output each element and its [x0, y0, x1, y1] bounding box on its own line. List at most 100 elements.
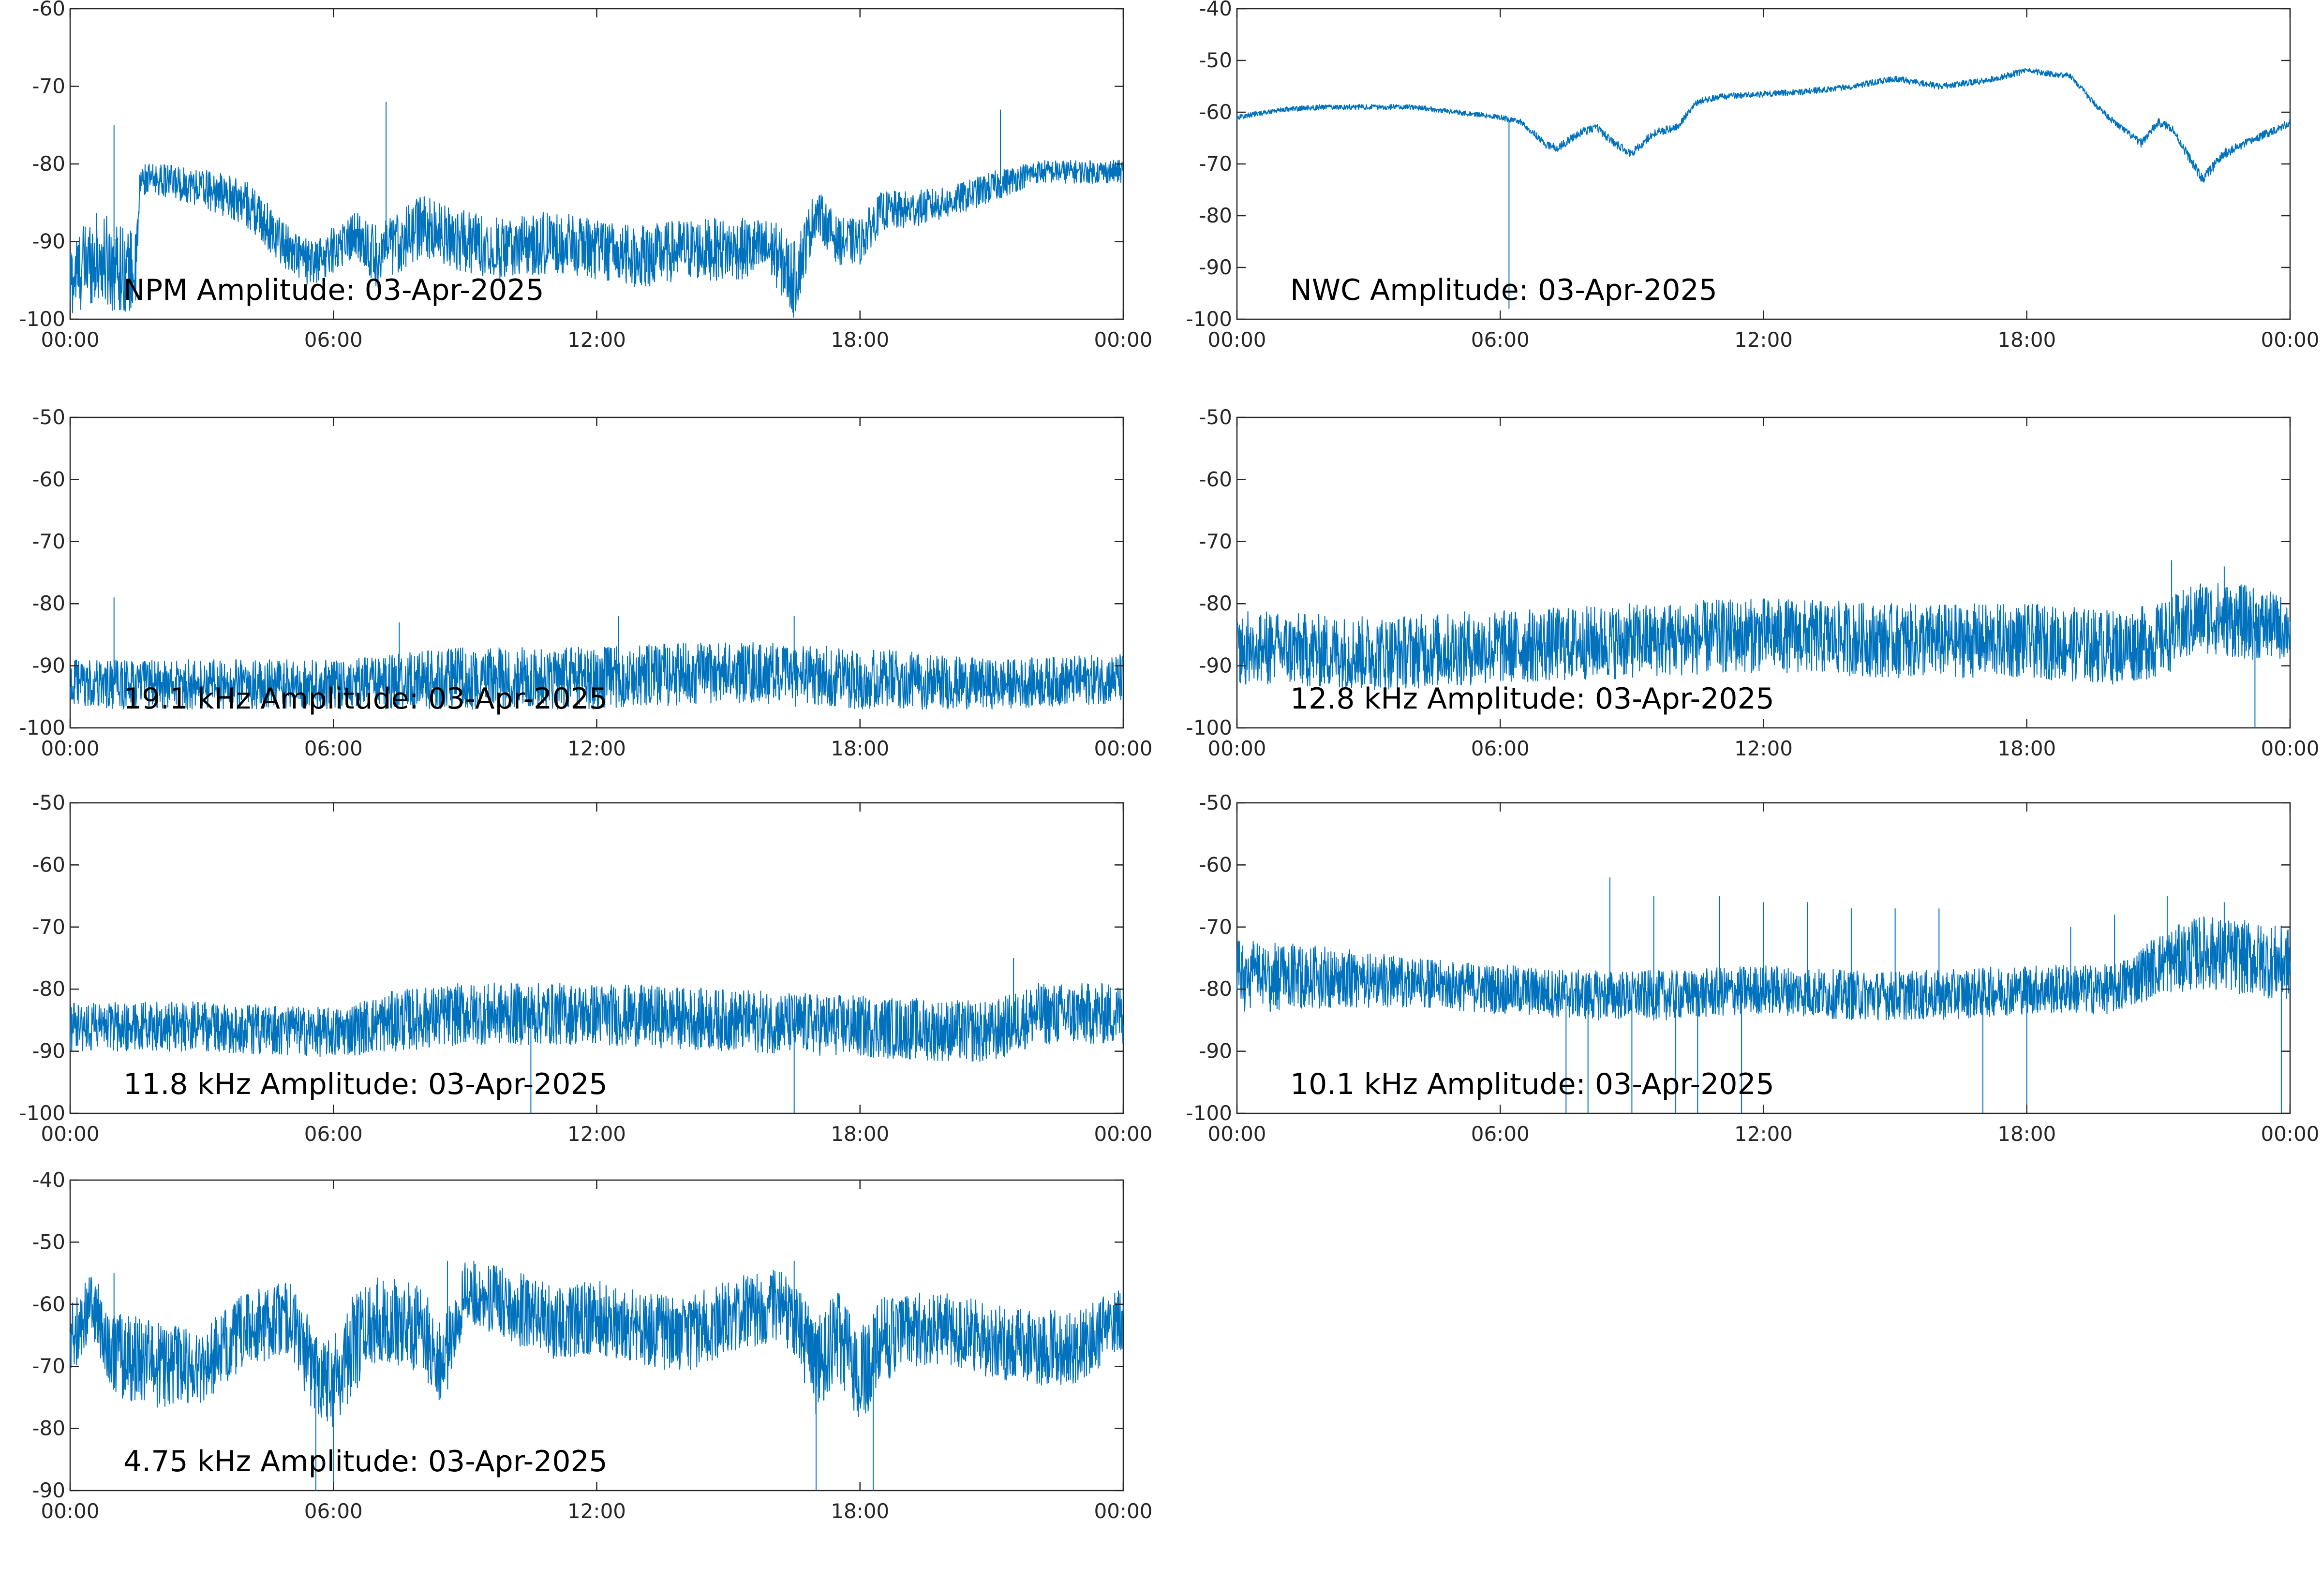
y-tick-label: -80: [1199, 977, 1232, 1001]
x-tick-label: 18:00: [831, 1499, 889, 1523]
series-line-11-8-khz: [70, 958, 1124, 1113]
x-tick-label: 00:00: [41, 328, 99, 352]
y-tick-label: -80: [32, 591, 65, 615]
chart-title-4-75-khz: 4.75 kHz Amplitude: 03-Apr-2025: [123, 1445, 608, 1478]
series-line-4-75-khz: [70, 1260, 1124, 1491]
y-tick-label: -70: [32, 74, 65, 98]
x-tick-label: 12:00: [1734, 1122, 1793, 1146]
chart-title-nwc: NWC Amplitude: 03-Apr-2025: [1290, 273, 1717, 307]
x-tick-label: 00:00: [2261, 328, 2319, 352]
axis-ticks: -100 -90 -80 -70 -60 -50 00:00 06:00 12:00 18:00 0…: [19, 405, 1153, 760]
panel-10-1-khz: -100 -90 -80 -70 -60 -50 00:00 06:00 12:00 18:00 0…: [1186, 791, 2320, 1146]
y-tick-label: -50: [32, 1230, 65, 1254]
y-tick-label: -70: [1199, 530, 1232, 553]
y-tick-label: -70: [32, 1354, 65, 1378]
chart-title-19-1-khz: 19.1 kHz Amplitude: 03-Apr-2025: [123, 682, 608, 716]
panel-12-8-khz: -100 -90 -80 -70 -60 -50 00:00 06:00 12:00 18:00 0…: [1186, 405, 2320, 760]
axis-ticks: -90 -80 -70 -60 -50 -40 00:00 06:00 12:00 18:00 00…: [32, 1168, 1152, 1523]
y-tick-label: -100: [19, 716, 65, 739]
plot-frame: [1236, 416, 2291, 729]
panel-npm: -100 -90 -80 -70 -60 00:00 06:00 12:00 18:00 00:0…: [19, 0, 1153, 352]
x-tick-label: 00:00: [1207, 328, 1266, 352]
y-tick-label: -90: [32, 1478, 65, 1502]
x-tick-label: 18:00: [831, 1122, 889, 1146]
y-tick-label: -90: [1199, 654, 1232, 678]
x-tick-label: 06:00: [304, 737, 363, 760]
x-tick-label: 06:00: [304, 1499, 363, 1523]
x-tick-label: 06:00: [304, 328, 363, 352]
y-tick-label: -80: [1199, 591, 1232, 615]
y-tick-label: -80: [32, 977, 65, 1001]
x-tick-label: 00:00: [1094, 328, 1152, 352]
y-tick-label: -80: [32, 1417, 65, 1440]
y-tick-label: -50: [32, 791, 65, 814]
x-tick-label: 06:00: [1471, 328, 1530, 352]
y-tick-label: -50: [1199, 791, 1232, 814]
y-tick-label: -40: [32, 1168, 65, 1192]
x-tick-label: 06:00: [1471, 737, 1530, 760]
chart-title-12-8-khz: 12.8 kHz Amplitude: 03-Apr-2025: [1290, 682, 1774, 716]
y-tick-label: -90: [32, 230, 65, 253]
x-tick-label: 12:00: [567, 328, 626, 352]
y-tick-label: -100: [1186, 1101, 1232, 1125]
x-tick-label: 00:00: [2261, 1122, 2319, 1146]
x-tick-label: 00:00: [1094, 1499, 1152, 1523]
x-tick-label: 00:00: [2261, 737, 2319, 760]
chart-title-npm: NPM Amplitude: 03-Apr-2025: [123, 273, 544, 307]
panel-4-75-khz: -90 -80 -70 -60 -50 -40 00:00 06:00 12:00 18:00 00…: [32, 1168, 1152, 1523]
plot-frame: [1236, 8, 2291, 320]
y-tick-label: -60: [1199, 467, 1232, 491]
x-tick-label: 00:00: [41, 737, 99, 760]
panel-nwc: -100 -90 -80 -70 -60 -50 -40 00:00 06:00 12:00 18:…: [1186, 0, 2320, 352]
x-tick-label: 18:00: [1997, 737, 2056, 760]
y-tick-label: -100: [19, 1101, 65, 1125]
series-line-19-1-khz: [70, 597, 1124, 710]
x-tick-label: 12:00: [567, 1122, 626, 1146]
x-tick-label: 00:00: [1207, 1122, 1266, 1146]
y-tick-label: -90: [1199, 255, 1232, 279]
y-tick-label: -70: [32, 530, 65, 553]
x-tick-label: 00:00: [1094, 1122, 1152, 1146]
y-tick-label: -90: [32, 1039, 65, 1063]
y-tick-label: -60: [32, 0, 65, 20]
y-tick-label: -70: [1199, 152, 1232, 176]
x-tick-label: 06:00: [1471, 1122, 1530, 1146]
series-line-12-8-khz: [1236, 560, 2291, 728]
y-tick-label: -70: [32, 915, 65, 939]
y-tick-label: -60: [1199, 853, 1232, 876]
axis-ticks: -100 -90 -80 -70 -60 00:00 06:00 12:00 18:00 00:0…: [19, 0, 1153, 352]
y-tick-label: -100: [1186, 307, 1232, 331]
y-tick-label: -100: [1186, 716, 1232, 739]
plot-frame: [69, 8, 1124, 320]
x-tick-label: 00:00: [1094, 737, 1152, 760]
x-tick-label: 18:00: [831, 737, 889, 760]
series-line-npm: [70, 102, 1124, 318]
chart-title-11-8-khz: 11.8 kHz Amplitude: 03-Apr-2025: [123, 1067, 608, 1101]
y-tick-label: -80: [1199, 204, 1232, 227]
panel-11-8-khz: -100 -90 -80 -70 -60 -50 00:00 06:00 12:00 18:00 0…: [19, 791, 1153, 1146]
x-tick-label: 12:00: [567, 737, 626, 760]
x-tick-label: 12:00: [1734, 328, 1793, 352]
x-tick-label: 12:00: [1734, 737, 1793, 760]
series-line-nwc: [1236, 68, 2291, 309]
y-tick-label: -60: [32, 853, 65, 876]
y-tick-label: -50: [1199, 48, 1232, 72]
axis-ticks: -100 -90 -80 -70 -60 -50 00:00 06:00 12:00 18:00 0…: [19, 791, 1153, 1146]
x-tick-label: 06:00: [304, 1122, 363, 1146]
x-tick-label: 18:00: [1997, 328, 2056, 352]
x-tick-label: 00:00: [41, 1499, 99, 1523]
y-tick-label: -60: [32, 1292, 65, 1316]
y-tick-label: -60: [32, 467, 65, 491]
y-tick-label: -40: [1199, 0, 1232, 20]
axis-ticks: -100 -90 -80 -70 -60 -50 00:00 06:00 12:00 18:00 0…: [1186, 405, 2320, 760]
y-tick-label: -90: [1199, 1039, 1232, 1063]
y-tick-label: -100: [19, 307, 65, 331]
chart-title-10-1-khz: 10.1 kHz Amplitude: 03-Apr-2025: [1290, 1067, 1774, 1101]
axis-ticks: -100 -90 -80 -70 -60 -50 00:00 06:00 12:00 18:00 0…: [1186, 791, 2320, 1146]
x-tick-label: 00:00: [1207, 737, 1266, 760]
plot-frame: [69, 802, 1124, 1114]
panel-19-1-khz: -100 -90 -80 -70 -60 -50 00:00 06:00 12:00 18:00 0…: [19, 405, 1153, 760]
x-tick-label: 18:00: [831, 328, 889, 352]
x-tick-label: 18:00: [1997, 1122, 2056, 1146]
